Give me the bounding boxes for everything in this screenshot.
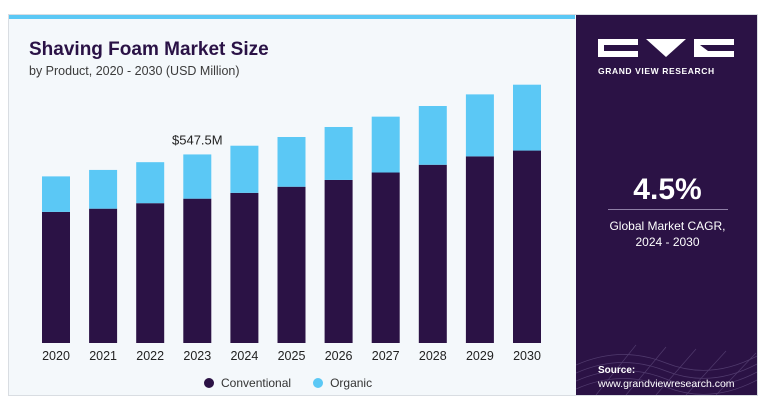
x-tick-label-2020: 2020 xyxy=(42,349,70,363)
bar-conventional-2022 xyxy=(136,203,165,343)
x-tick-label-2023: 2023 xyxy=(183,349,211,363)
bar-organic-2021 xyxy=(89,169,118,209)
chart-legend: Conventional Organic xyxy=(204,376,394,390)
source-link[interactable]: www.grandviewresearch.com xyxy=(598,378,735,390)
legend-item-organic: Organic xyxy=(313,376,372,390)
bar-conventional-2026 xyxy=(324,179,353,343)
bar-organic-2020 xyxy=(42,176,70,212)
chart-title: Shaving Foam Market Size xyxy=(29,39,269,60)
bar-conventional-2030 xyxy=(513,150,541,343)
bar-organic-2028 xyxy=(418,105,447,165)
bar-chart: 2020 2021 2022 2023 $547.5M 2024 2025 2026 2027 2… xyxy=(42,84,541,363)
infographic-frame: Shaving Foam Market Size by Product, 202… xyxy=(8,14,758,396)
x-tick-label-2025: 2025 xyxy=(278,349,306,363)
cagr-value: 4.5% xyxy=(633,173,702,206)
cagr-divider xyxy=(608,209,728,210)
bar-organic-2024 xyxy=(230,145,259,193)
bar-conventional-2020 xyxy=(42,211,70,343)
chart-subtitle: by Product, 2020 - 2030 (USD Million) xyxy=(29,64,240,78)
bar-organic-2030 xyxy=(513,84,541,151)
x-tick-label-2027: 2027 xyxy=(372,349,400,363)
accent-topline xyxy=(9,15,575,19)
cagr-label-line2: 2024 - 2030 xyxy=(635,235,700,249)
chart-panel: Shaving Foam Market Size by Product, 202… xyxy=(9,15,575,395)
data-label-2023: $547.5M xyxy=(172,132,223,147)
legend-label-organic: Organic xyxy=(330,376,373,390)
bar-organic-2026 xyxy=(324,126,353,180)
x-tick-label-2022: 2022 xyxy=(136,349,164,363)
bar-conventional-2023 xyxy=(183,198,212,343)
bar-organic-2023 xyxy=(183,154,212,199)
x-tick-label-2024: 2024 xyxy=(230,349,258,363)
bar-conventional-2029 xyxy=(465,156,494,343)
bar-organic-2029 xyxy=(465,94,494,157)
x-tick-label-2026: 2026 xyxy=(325,349,353,363)
brand-name: GRAND VIEW RESEARCH xyxy=(598,66,715,76)
decorative-wave-pattern xyxy=(576,344,757,395)
bar-organic-2027 xyxy=(371,116,400,173)
legend-item-conventional: Conventional xyxy=(204,376,291,390)
cagr-label: Global Market CAGR, 2024 - 2030 xyxy=(576,218,757,250)
legend-swatch-organic xyxy=(313,378,324,388)
bar-conventional-2028 xyxy=(418,164,447,343)
cagr-label-line1: Global Market CAGR, xyxy=(609,219,726,233)
brand-panel: GRAND VIEW RESEARCH 4.5% Global Market C… xyxy=(576,15,757,395)
x-tick-label-2028: 2028 xyxy=(419,349,447,363)
bar-conventional-2024 xyxy=(230,192,259,343)
x-tick-label-2029: 2029 xyxy=(466,349,494,363)
bar-conventional-2025 xyxy=(277,186,306,343)
bar-conventional-2027 xyxy=(371,172,400,343)
grand-view-research-logo xyxy=(598,39,734,57)
bar-organic-2022 xyxy=(136,162,165,204)
legend-swatch-conventional xyxy=(204,378,214,388)
bar-conventional-2021 xyxy=(89,208,118,343)
bar-organic-2025 xyxy=(277,136,306,187)
source-label: Source: xyxy=(598,365,636,376)
x-tick-label-2021: 2021 xyxy=(89,349,117,363)
x-tick-label-2030: 2030 xyxy=(513,349,541,363)
legend-label-conventional: Conventional xyxy=(221,376,292,390)
